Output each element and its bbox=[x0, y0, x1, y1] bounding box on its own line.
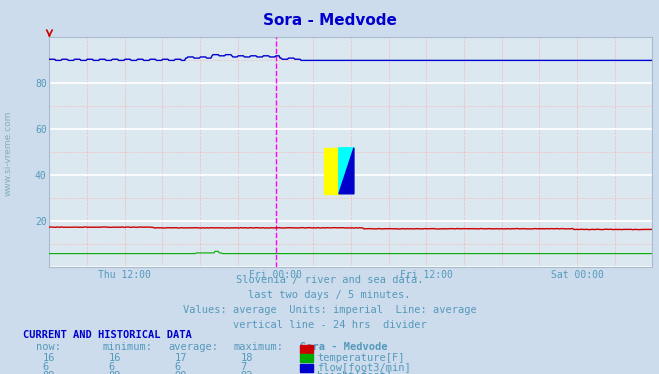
Text: Slovenia / river and sea data.: Slovenia / river and sea data. bbox=[236, 275, 423, 285]
Text: CURRENT AND HISTORICAL DATA: CURRENT AND HISTORICAL DATA bbox=[23, 330, 192, 340]
Text: flow[foot3/min]: flow[foot3/min] bbox=[317, 362, 411, 372]
Text: Sora - Medvode: Sora - Medvode bbox=[262, 13, 397, 28]
Text: vertical line - 24 hrs  divider: vertical line - 24 hrs divider bbox=[233, 320, 426, 330]
Text: minimum:: minimum: bbox=[102, 342, 152, 352]
Text: 92: 92 bbox=[241, 371, 253, 374]
Text: 89: 89 bbox=[109, 371, 121, 374]
Text: 90: 90 bbox=[175, 371, 187, 374]
Text: 16: 16 bbox=[43, 353, 55, 363]
Text: average:: average: bbox=[168, 342, 218, 352]
Text: 18: 18 bbox=[241, 353, 253, 363]
Bar bbox=[324, 148, 339, 194]
Text: 89: 89 bbox=[43, 371, 55, 374]
Text: now:: now: bbox=[36, 342, 61, 352]
Text: 6: 6 bbox=[43, 362, 49, 372]
Text: 6: 6 bbox=[109, 362, 115, 372]
Text: Values: average  Units: imperial  Line: average: Values: average Units: imperial Line: av… bbox=[183, 305, 476, 315]
Text: temperature[F]: temperature[F] bbox=[317, 353, 405, 363]
Text: 7: 7 bbox=[241, 362, 246, 372]
Text: 17: 17 bbox=[175, 353, 187, 363]
Text: Sora - Medvode: Sora - Medvode bbox=[300, 342, 387, 352]
Text: www.si-vreme.com: www.si-vreme.com bbox=[4, 111, 13, 196]
Text: maximum:: maximum: bbox=[234, 342, 284, 352]
Polygon shape bbox=[339, 148, 354, 194]
Text: last two days / 5 minutes.: last two days / 5 minutes. bbox=[248, 290, 411, 300]
Text: 6: 6 bbox=[175, 362, 181, 372]
Text: 16: 16 bbox=[109, 353, 121, 363]
Polygon shape bbox=[339, 148, 354, 194]
Text: height[foot]: height[foot] bbox=[317, 371, 392, 374]
